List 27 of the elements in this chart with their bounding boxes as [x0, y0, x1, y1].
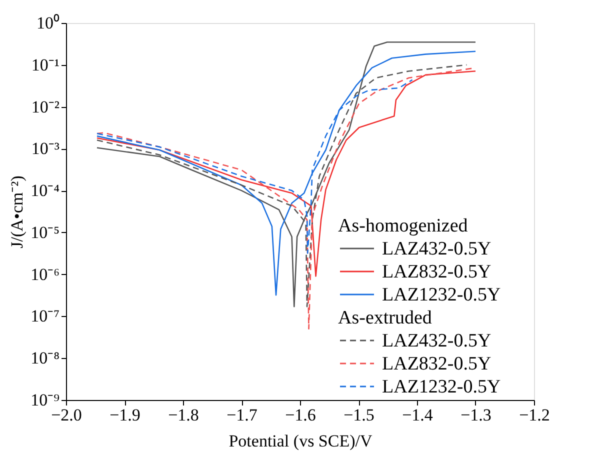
- y-tick-label: 10⁻¹: [31, 55, 60, 74]
- annotation: As-extruded: [338, 308, 432, 328]
- y-tick-label: 10⁻⁸: [30, 348, 60, 368]
- x-axis-title: Potential (vs SCE)/V: [228, 432, 373, 450]
- legend-label: LAZ1232-0.5Y: [382, 284, 502, 306]
- y-tick-label: 10⁻⁵: [30, 222, 60, 242]
- y-tick-label: 10⁻²: [31, 97, 60, 116]
- x-tick-label: −1.2: [519, 406, 550, 424]
- legend-label: LAZ432-0.5Y: [382, 238, 492, 260]
- annotation: As-homogenized: [338, 216, 468, 236]
- x-tick-label: −1.9: [110, 406, 140, 424]
- x-tick-label: −1.6: [285, 406, 316, 424]
- legend-label: LAZ432-0.5Y: [382, 330, 492, 352]
- x-tick-label: −1.4: [402, 406, 434, 424]
- x-tick-label: −1.7: [226, 406, 258, 424]
- legend-label: LAZ832-0.5Y: [382, 354, 492, 374]
- x-tick-label: −1.5: [344, 406, 374, 424]
- x-tick-label: −1.8: [168, 406, 199, 424]
- y-tick-label: 10⁻⁷: [30, 306, 60, 326]
- legend-label: LAZ1232-0.5Y: [382, 376, 502, 398]
- y-tick-label: 10⁰: [36, 14, 60, 32]
- y-axis-title: J/(A•cm⁻²): [8, 176, 27, 248]
- y-tick-label: 10⁻⁴: [30, 181, 60, 200]
- x-tick-label: −1.3: [460, 406, 492, 424]
- y-tick-label: 10⁻³: [31, 139, 60, 158]
- legend-label: LAZ832-0.5Y: [382, 262, 492, 282]
- y-tick-label: 10⁻⁶: [30, 264, 60, 284]
